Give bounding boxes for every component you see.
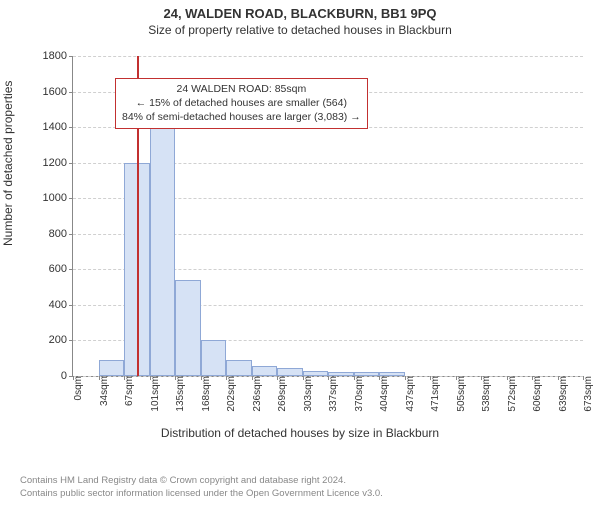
y-tick-label: 200 [49,334,73,346]
plot-area: 0200400600800100012001400160018000sqm34s… [72,56,583,377]
y-tick-label: 400 [49,299,73,311]
x-tick-label: 202sqm [222,376,237,412]
histogram-bar [277,368,303,376]
x-tick-label: 606sqm [528,376,543,412]
histogram-bar [201,340,227,376]
annotation-line-3: 84% of semi-detached houses are larger (… [122,110,361,124]
footer-attribution: Contains HM Land Registry data © Crown c… [20,475,383,500]
x-tick-label: 437sqm [401,376,416,412]
histogram-bar [150,116,176,376]
page-subtitle: Size of property relative to detached ho… [0,23,600,37]
x-tick-label: 303sqm [299,376,314,412]
annotation-line-1: 24 WALDEN ROAD: 85sqm [122,82,361,96]
x-axis-label: Distribution of detached houses by size … [0,426,600,440]
y-tick-label: 1600 [43,86,73,98]
y-tick-label: 1800 [43,50,73,62]
histogram-bar [175,280,201,376]
x-tick-label: 471sqm [426,376,441,412]
grid-line [73,56,583,57]
page-title: 24, WALDEN ROAD, BLACKBURN, BB1 9PQ [0,6,600,21]
histogram-bar [252,366,278,376]
footer-line-1: Contains HM Land Registry data © Crown c… [20,475,383,487]
x-tick-label: 0sqm [69,376,84,400]
y-tick-label: 1200 [43,157,73,169]
x-tick-label: 505sqm [452,376,467,412]
x-tick-label: 236sqm [248,376,263,412]
x-tick-label: 337sqm [324,376,339,412]
x-tick-label: 370sqm [350,376,365,412]
x-tick-label: 538sqm [477,376,492,412]
x-tick-label: 168sqm [197,376,212,412]
x-tick-label: 673sqm [579,376,594,412]
x-tick-label: 135sqm [171,376,186,412]
x-tick-label: 404sqm [375,376,390,412]
y-tick-label: 600 [49,263,73,275]
y-tick-label: 1000 [43,192,73,204]
chart-container: Number of detached properties 0200400600… [0,46,600,446]
y-tick-label: 800 [49,228,73,240]
annotation-box: 24 WALDEN ROAD: 85sqm ← 15% of detached … [115,78,368,129]
x-tick-label: 34sqm [95,376,110,406]
footer-line-2: Contains public sector information licen… [20,488,383,500]
x-tick-label: 67sqm [120,376,135,406]
y-axis-label: Number of detached properties [1,81,15,246]
histogram-bar [99,360,125,376]
x-tick-label: 269sqm [273,376,288,412]
annotation-line-2: ← 15% of detached houses are smaller (56… [122,96,361,110]
x-tick-label: 572sqm [503,376,518,412]
x-tick-label: 101sqm [146,376,161,412]
y-tick-label: 1400 [43,121,73,133]
x-tick-label: 639sqm [554,376,569,412]
histogram-bar [226,360,252,376]
